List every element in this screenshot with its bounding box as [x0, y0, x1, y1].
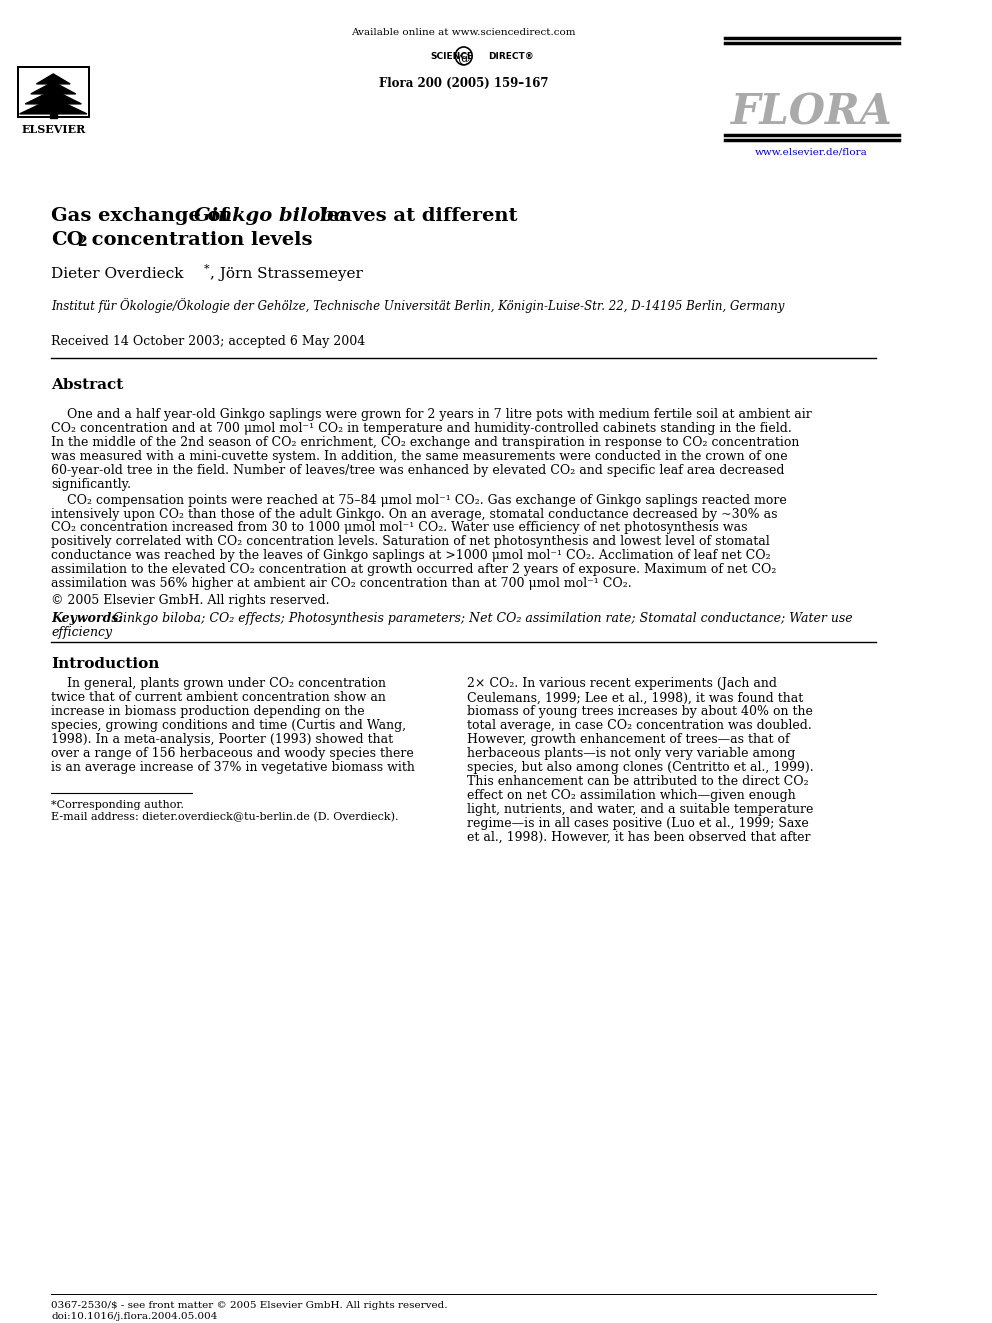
Text: et al., 1998). However, it has been observed that after: et al., 1998). However, it has been obse…: [467, 831, 810, 844]
Text: @: @: [457, 53, 470, 66]
Text: Ginkgo biloba; CO₂ effects; Photosynthesis parameters; Net CO₂ assimilation rate: Ginkgo biloba; CO₂ effects; Photosynthes…: [113, 613, 853, 626]
Text: E-mail address: dieter.overdieck@tu-berlin.de (D. Overdieck).: E-mail address: dieter.overdieck@tu-berl…: [52, 812, 399, 823]
Text: This enhancement can be attributed to the direct CO₂: This enhancement can be attributed to th…: [467, 775, 809, 789]
Text: 2: 2: [76, 234, 86, 249]
Text: Ginkgo biloba: Ginkgo biloba: [193, 206, 346, 225]
Text: 1998). In a meta-analysis, Poorter (1993) showed that: 1998). In a meta-analysis, Poorter (1993…: [52, 733, 394, 746]
Text: Institut für Ökologie/Ökologie der Gehölze, Technische Universität Berlin, König: Institut für Ökologie/Ökologie der Gehöl…: [52, 298, 785, 312]
Text: © 2005 Elsevier GmbH. All rights reserved.: © 2005 Elsevier GmbH. All rights reserve…: [52, 594, 330, 607]
Text: SCIENCE: SCIENCE: [431, 52, 473, 61]
Polygon shape: [50, 114, 57, 118]
Text: is an average increase of 37% in vegetative biomass with: is an average increase of 37% in vegetat…: [52, 761, 416, 774]
Text: biomass of young trees increases by about 40% on the: biomass of young trees increases by abou…: [467, 705, 813, 718]
Text: Dieter Overdieck: Dieter Overdieck: [52, 267, 184, 280]
Text: CO: CO: [52, 230, 84, 249]
Text: efficiency: efficiency: [52, 626, 112, 639]
Text: Gas exchange of: Gas exchange of: [52, 206, 236, 225]
Text: significantly.: significantly.: [52, 478, 131, 491]
Text: was measured with a mini-cuvette system. In addition, the same measurements were: was measured with a mini-cuvette system.…: [52, 450, 788, 463]
Text: CO₂ concentration increased from 30 to 1000 μmol mol⁻¹ CO₂. Water use efficiency: CO₂ concentration increased from 30 to 1…: [52, 521, 748, 534]
Text: twice that of current ambient concentration show an: twice that of current ambient concentrat…: [52, 692, 386, 704]
Text: leaves at different: leaves at different: [313, 206, 518, 225]
Bar: [17, 66, 89, 118]
Text: www.elsevier.de/flora: www.elsevier.de/flora: [755, 148, 868, 157]
Text: Introduction: Introduction: [52, 658, 160, 671]
Text: However, growth enhancement of trees—as that of: However, growth enhancement of trees—as …: [467, 733, 790, 746]
Text: total average, in case CO₂ concentration was doubled.: total average, in case CO₂ concentration…: [467, 720, 812, 733]
Text: species, growing conditions and time (Curtis and Wang,: species, growing conditions and time (Cu…: [52, 720, 407, 733]
Text: Available online at www.sciencedirect.com: Available online at www.sciencedirect.co…: [351, 28, 576, 37]
Text: positively correlated with CO₂ concentration levels. Saturation of net photosynt: positively correlated with CO₂ concentra…: [52, 536, 770, 549]
Text: Ceulemans, 1999; Lee et al., 1998), it was found that: Ceulemans, 1999; Lee et al., 1998), it w…: [467, 692, 804, 704]
Text: conductance was reached by the leaves of Ginkgo saplings at >1000 μmol mol⁻¹ CO₂: conductance was reached by the leaves of…: [52, 549, 771, 562]
Text: 0367-2530/$ - see front matter © 2005 Elsevier GmbH. All rights reserved.: 0367-2530/$ - see front matter © 2005 El…: [52, 1301, 448, 1310]
Text: ELSEVIER: ELSEVIER: [21, 124, 85, 135]
Text: over a range of 156 herbaceous and woody species there: over a range of 156 herbaceous and woody…: [52, 747, 415, 761]
Text: concentration levels: concentration levels: [85, 230, 312, 249]
Text: species, but also among clones (Centritto et al., 1999).: species, but also among clones (Centritt…: [467, 761, 814, 774]
Polygon shape: [25, 90, 81, 105]
Polygon shape: [37, 74, 70, 83]
Bar: [19, 67, 88, 116]
Text: Abstract: Abstract: [52, 377, 124, 392]
Text: intensively upon CO₂ than those of the adult Ginkgo. On an average, stomatal con: intensively upon CO₂ than those of the a…: [52, 508, 778, 520]
Text: FLORA: FLORA: [730, 91, 893, 134]
Text: assimilation was 56% higher at ambient air CO₂ concentration than at 700 μmol mo: assimilation was 56% higher at ambient a…: [52, 577, 632, 590]
Text: *: *: [203, 263, 209, 274]
Text: assimilation to the elevated CO₂ concentration at growth occurred after 2 years : assimilation to the elevated CO₂ concent…: [52, 564, 777, 577]
Text: Received 14 October 2003; accepted 6 May 2004: Received 14 October 2003; accepted 6 May…: [52, 335, 366, 348]
Text: In general, plants grown under CO₂ concentration: In general, plants grown under CO₂ conce…: [52, 677, 387, 691]
Text: , Jörn Strassemeyer: , Jörn Strassemeyer: [210, 267, 363, 280]
Text: Keywords:: Keywords:: [52, 613, 128, 626]
Text: CO₂ concentration and at 700 μmol mol⁻¹ CO₂ in temperature and humidity-controll: CO₂ concentration and at 700 μmol mol⁻¹ …: [52, 422, 793, 434]
Polygon shape: [20, 98, 87, 114]
Text: *Corresponding author.: *Corresponding author.: [52, 800, 185, 810]
Text: increase in biomass production depending on the: increase in biomass production depending…: [52, 705, 365, 718]
Text: In the middle of the 2nd season of CO₂ enrichment, CO₂ exchange and transpiratio: In the middle of the 2nd season of CO₂ e…: [52, 435, 800, 448]
Text: 2× CO₂. In various recent experiments (Jach and: 2× CO₂. In various recent experiments (J…: [467, 677, 778, 691]
Text: doi:10.1016/j.flora.2004.05.004: doi:10.1016/j.flora.2004.05.004: [52, 1311, 218, 1320]
Text: DIRECT®: DIRECT®: [488, 52, 534, 61]
Text: effect on net CO₂ assimilation which—given enough: effect on net CO₂ assimilation which—giv…: [467, 790, 797, 802]
Text: CO₂ compensation points were reached at 75–84 μmol mol⁻¹ CO₂. Gas exchange of Gi: CO₂ compensation points were reached at …: [52, 493, 788, 507]
Text: regime—is in all cases positive (Luo et al., 1999; Saxe: regime—is in all cases positive (Luo et …: [467, 818, 809, 831]
Text: Flora 200 (2005) 159–167: Flora 200 (2005) 159–167: [379, 77, 549, 90]
Polygon shape: [31, 82, 75, 94]
Text: 60-year-old tree in the field. Number of leaves/tree was enhanced by elevated CO: 60-year-old tree in the field. Number of…: [52, 463, 785, 476]
Text: herbaceous plants—is not only very variable among: herbaceous plants—is not only very varia…: [467, 747, 796, 761]
Text: One and a half year-old Ginkgo saplings were grown for 2 years in 7 litre pots w: One and a half year-old Ginkgo saplings …: [52, 407, 812, 421]
Text: light, nutrients, and water, and a suitable temperature: light, nutrients, and water, and a suita…: [467, 803, 813, 816]
